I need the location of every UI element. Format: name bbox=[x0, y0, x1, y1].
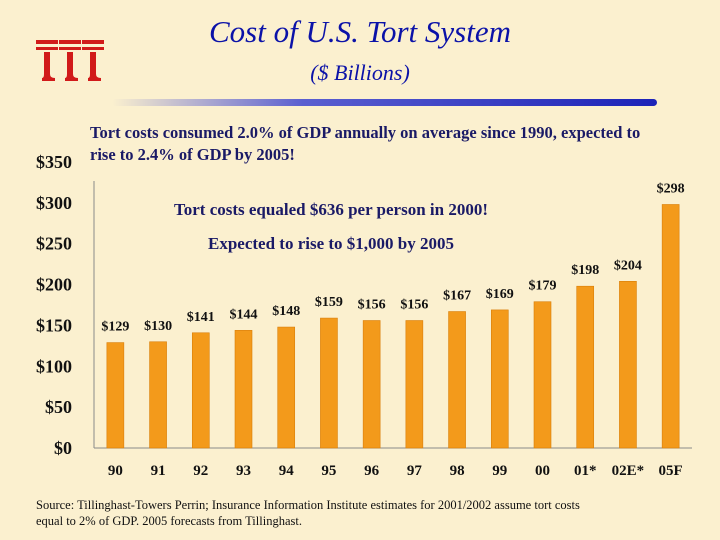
y-tick-label: $0 bbox=[54, 438, 72, 458]
bar bbox=[149, 341, 167, 449]
data-label: $156 bbox=[400, 298, 428, 313]
x-tick-label: 91 bbox=[151, 463, 166, 479]
data-label: $141 bbox=[187, 310, 215, 325]
bar bbox=[448, 311, 466, 449]
x-tick-label: 92 bbox=[193, 463, 208, 479]
x-tick-label: 02E* bbox=[612, 463, 645, 479]
data-label: $159 bbox=[315, 295, 343, 310]
iii-logo bbox=[36, 40, 104, 81]
slide-subtitle: ($ Billions) bbox=[310, 60, 410, 85]
slide-title: Cost of U.S. Tort System bbox=[208, 14, 511, 49]
y-tick-label: $100 bbox=[36, 356, 72, 376]
chart-bars bbox=[106, 204, 680, 449]
chart-x-tick-labels: 90 91 92 93 94 95 96 97 98 99 00 01* 02E* 05F bbox=[108, 463, 683, 479]
source-note: Source: Tillinghast-Towers Perrin; Insur… bbox=[36, 498, 580, 528]
x-tick-label: 94 bbox=[279, 463, 295, 479]
data-label: $129 bbox=[101, 320, 129, 335]
data-label: $156 bbox=[358, 298, 386, 313]
title-divider bbox=[112, 99, 657, 106]
bar bbox=[490, 309, 509, 449]
y-tick-label: $200 bbox=[36, 275, 72, 295]
x-tick-label: 93 bbox=[236, 463, 251, 479]
x-tick-label: 05F bbox=[659, 463, 683, 479]
bar bbox=[106, 342, 125, 449]
y-tick-label: $250 bbox=[36, 234, 72, 254]
x-tick-label: 01* bbox=[574, 463, 597, 479]
bar bbox=[405, 320, 424, 449]
y-tick-label: $300 bbox=[36, 193, 72, 213]
data-label: $144 bbox=[230, 307, 258, 322]
chart-data-labels: $129 $130 $141 $144 $148 $159 $156 $156 $167 $169… bbox=[101, 181, 684, 334]
data-label: $169 bbox=[486, 287, 514, 302]
y-tick-label: $150 bbox=[36, 315, 72, 335]
x-tick-label: 97 bbox=[407, 463, 423, 479]
data-label: $204 bbox=[614, 258, 642, 273]
x-tick-label: 96 bbox=[364, 463, 380, 479]
bar bbox=[661, 204, 680, 449]
bar bbox=[191, 332, 210, 449]
data-label: $167 bbox=[443, 289, 471, 304]
data-label: $148 bbox=[272, 304, 300, 319]
bar bbox=[362, 320, 381, 449]
bar bbox=[234, 330, 253, 449]
gdp-callout: Tort costs consumed 2.0% of GDP annually… bbox=[88, 121, 666, 181]
x-tick-label: 99 bbox=[492, 463, 507, 479]
data-label: $130 bbox=[144, 319, 172, 334]
bar bbox=[277, 326, 296, 449]
forecast-note: Expected to rise to $1,000 by 2005 bbox=[122, 230, 540, 260]
bar bbox=[320, 317, 338, 449]
bar bbox=[619, 281, 637, 449]
chart-y-tick-labels: $0 $50 $100 $150 $200 $250 $300 $350 bbox=[36, 152, 72, 458]
data-label: $298 bbox=[657, 181, 685, 196]
data-label: $198 bbox=[571, 263, 599, 278]
data-label: $179 bbox=[529, 279, 557, 294]
y-tick-label: $50 bbox=[45, 397, 72, 417]
bar bbox=[533, 301, 552, 449]
x-tick-label: 95 bbox=[321, 463, 336, 479]
x-tick-label: 90 bbox=[108, 463, 123, 479]
x-tick-label: 98 bbox=[450, 463, 465, 479]
y-tick-label: $350 bbox=[36, 152, 72, 172]
per-person-note: Tort costs equaled $636 per person in 20… bbox=[122, 194, 540, 230]
x-tick-label: 00 bbox=[535, 463, 550, 479]
bar bbox=[576, 285, 595, 449]
